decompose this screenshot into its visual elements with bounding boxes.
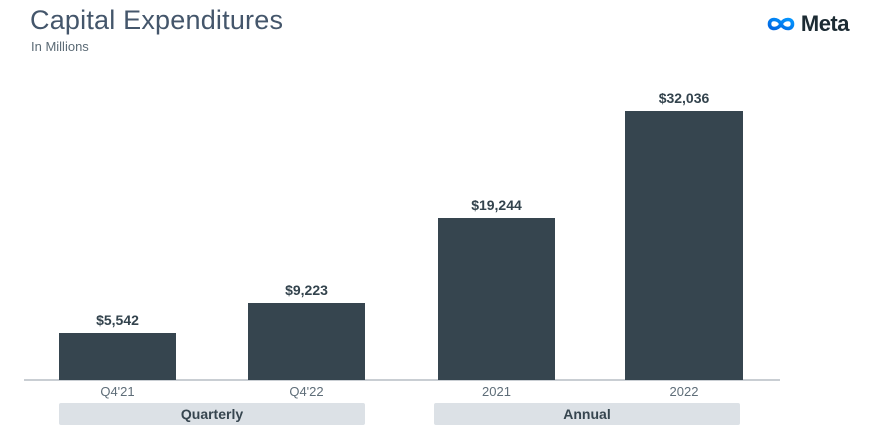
bar [59,333,176,380]
page-title: Capital Expenditures [30,5,284,35]
meta-infinity-icon [767,17,795,31]
x-axis-line [24,379,780,381]
x-axis-tick-label: Q4'21 [100,384,135,399]
bar [248,303,365,380]
bar-value-label: $19,244 [471,197,522,213]
page-subtitle: In Millions [31,39,89,54]
x-axis-tick-label: 2021 [482,384,511,399]
meta-wordmark: Meta [800,11,850,36]
bar-value-label: $9,223 [285,282,328,298]
group-band-quarterly: Quarterly [59,403,365,425]
meta-logo: Meta [765,11,850,37]
x-axis-tick-label: 2022 [669,384,699,399]
bar-value-label: $5,542 [96,312,139,328]
bar [625,111,743,380]
x-axis-tick-label: Q4'22 [289,384,324,399]
bar [438,218,555,380]
group-band-annual: Annual [434,403,740,425]
bar-value-label: $32,036 [658,90,710,106]
